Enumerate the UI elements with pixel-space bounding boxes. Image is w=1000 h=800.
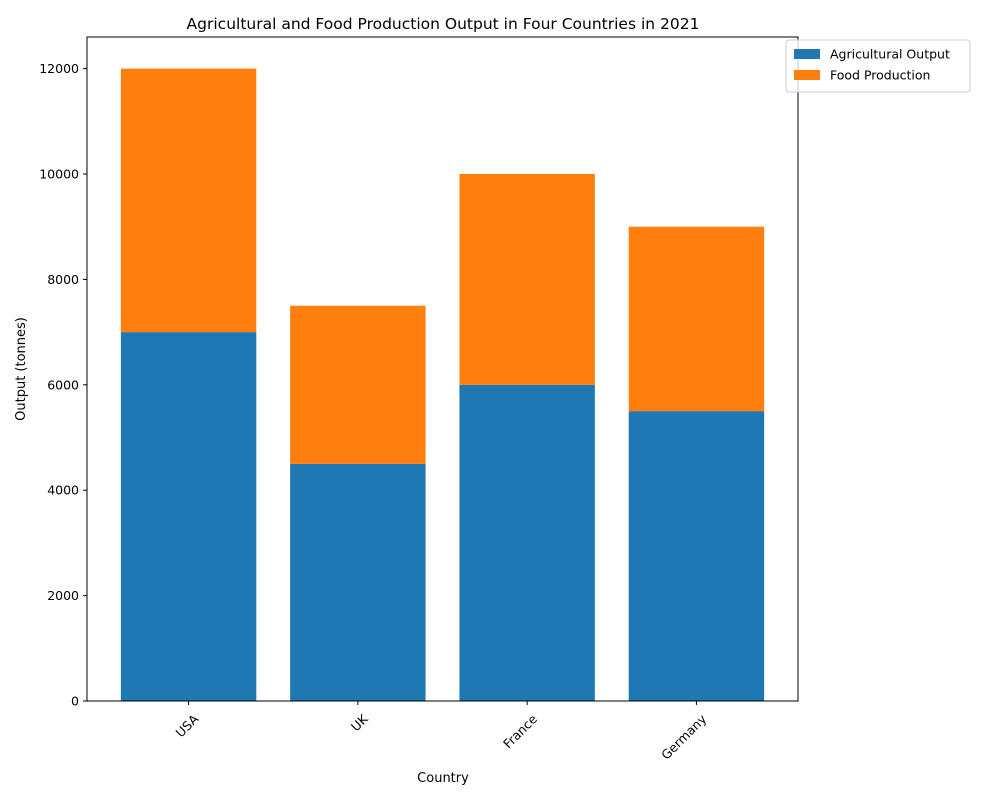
bar-food-production-uk — [290, 305, 426, 464]
y-tick-label: 4000 — [47, 483, 79, 498]
y-tick-label: 12000 — [39, 61, 79, 76]
plot-frame — [86, 36, 799, 702]
legend-label-food-production: Food Production — [830, 68, 930, 83]
x-tick-label: USA — [173, 711, 202, 740]
bar-agricultural-output-usa — [120, 332, 257, 701]
chart-title: Agricultural and Food Production Output … — [187, 15, 700, 33]
bars-layer — [120, 68, 765, 701]
y-tick-label: 8000 — [47, 272, 79, 287]
legend-swatch-agricultural-output — [794, 49, 820, 59]
y-axis-label: Output (tonnes) — [14, 317, 29, 421]
y-tick-label: 6000 — [47, 377, 79, 392]
bar-food-production-germany — [628, 226, 765, 412]
bar-agricultural-output-germany — [628, 411, 765, 701]
bar-agricultural-output-france — [459, 384, 595, 701]
legend: Agricultural Output Food Production — [785, 39, 971, 93]
y-axis: 0 2000 4000 6000 8000 10000 12000 — [39, 61, 87, 709]
y-tick-label: 10000 — [39, 167, 79, 182]
bar-food-production-france — [459, 174, 595, 385]
x-tick-label: UK — [348, 711, 371, 734]
x-tick-label: France — [500, 711, 540, 751]
legend-label-agricultural-output: Agricultural Output — [830, 47, 950, 62]
x-axis: USA UK France Germany — [173, 701, 710, 763]
bar-food-production-usa — [120, 68, 257, 333]
y-tick-label: 0 — [71, 694, 79, 709]
x-tick-label: Germany — [658, 711, 710, 763]
bar-agricultural-output-uk — [290, 463, 426, 701]
y-tick-label: 2000 — [47, 588, 79, 603]
legend-swatch-food-production — [794, 70, 820, 80]
legend-box — [785, 39, 971, 93]
x-axis-label: Country — [417, 771, 469, 786]
